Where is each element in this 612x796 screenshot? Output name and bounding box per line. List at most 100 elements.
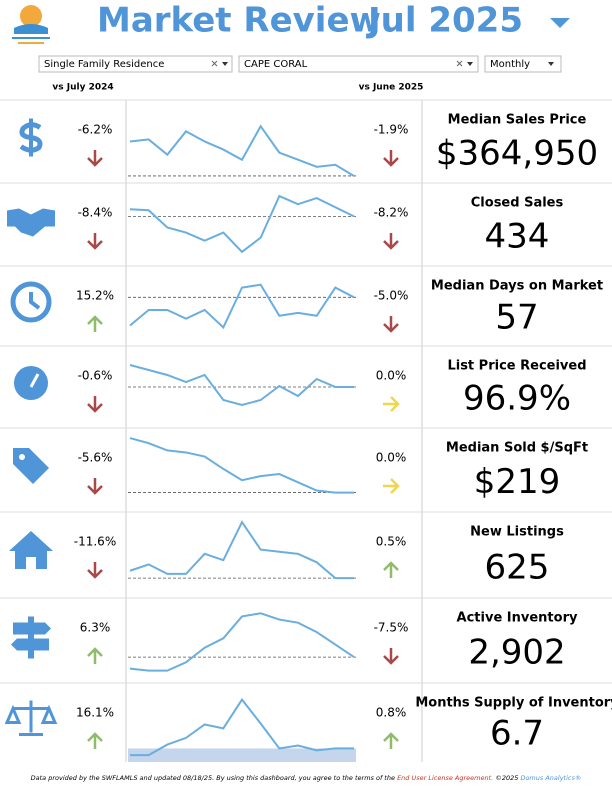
metric-label: Median Days on Market (431, 279, 603, 294)
icon-shape (29, 373, 40, 388)
column-label: vs July 2024 (52, 83, 113, 93)
metric-row: -11.6% 0.5% New Listings 625 (0, 511, 612, 587)
sparkline (129, 437, 354, 494)
metric-row: -6.2% -1.9% Median Sales Price $364,950 (0, 99, 612, 177)
icon (13, 448, 49, 484)
yoy-arrow (87, 478, 103, 495)
sparkline (130, 697, 354, 757)
mom-change: 0.8% (376, 706, 407, 720)
brand: Domus Analytics® (520, 774, 581, 782)
mom-arrow (383, 648, 399, 665)
metric-value: $364,950 (436, 133, 598, 173)
metric-row: -8.4% -8.2% Closed Sales 434 (0, 182, 612, 256)
yoy-change: 16.1% (76, 706, 114, 720)
title: Market Review (97, 1, 381, 41)
footer: Data provided by the SWFLAMLS and update… (31, 774, 582, 782)
license-link[interactable]: End User License Agreement. (397, 774, 493, 782)
footer-text: Data provided by the SWFLAMLS and update… (31, 774, 395, 782)
mom-arrow (383, 396, 400, 412)
metric-value: 434 (485, 216, 550, 256)
metric-value: 57 (495, 297, 538, 337)
filter-property[interactable]: Single Family Residence (38, 55, 233, 73)
filter-city[interactable]: CAPE CORAL (238, 55, 479, 73)
sparkline (129, 520, 354, 580)
icon (9, 531, 53, 569)
mom-change: 0.0% (376, 369, 407, 383)
metric-label: New Listings (470, 525, 564, 540)
metric-value: $219 (474, 462, 561, 502)
yoy-arrow (87, 562, 103, 579)
yoy-change: 15.2% (76, 289, 114, 303)
icon-shape (9, 531, 53, 569)
icon-shape (28, 616, 34, 659)
metric-value: 2,902 (468, 633, 565, 673)
yoy-change: -5.6% (78, 451, 113, 465)
yoy-arrow (87, 315, 103, 332)
period: Jul 2025 (366, 1, 523, 41)
filter-value: Monthly (490, 59, 530, 70)
filter-interval[interactable]: Monthly (484, 55, 562, 73)
mom-arrow (383, 732, 399, 749)
icon (7, 208, 55, 237)
yoy-arrow (87, 647, 103, 664)
yoy-arrow (87, 233, 103, 250)
yoy-change: -8.4% (78, 206, 113, 220)
icon (14, 366, 48, 400)
metric-value: 6.7 (490, 714, 544, 754)
icon-shape (7, 208, 55, 237)
metric-label: List Price Received (447, 359, 586, 374)
mom-arrow (383, 150, 399, 167)
metric-label: Median Sold $/SqFt (446, 441, 588, 456)
icon-shape (29, 292, 41, 310)
icon-shape (11, 622, 51, 651)
mom-change: -8.2% (374, 206, 409, 220)
reference-band (128, 748, 356, 762)
metric-value: 625 (485, 547, 550, 587)
mom-arrow (383, 233, 399, 250)
yoy-change: 6.3% (80, 621, 111, 635)
yoy-change: -0.6% (78, 369, 113, 383)
logo (12, 5, 50, 44)
icon-shape (4, 700, 58, 736)
icon-shape (14, 366, 48, 400)
yoy-arrow (87, 150, 103, 167)
sparkline (129, 283, 355, 330)
yoy-change: -11.6% (74, 535, 116, 549)
sparkline (129, 124, 355, 177)
icon-shape (19, 454, 25, 460)
icon (11, 616, 51, 659)
metric-value: 96.9% (463, 379, 571, 419)
filter-value: Single Family Residence (44, 59, 164, 70)
mom-change: 0.5% (376, 535, 407, 549)
icon (19, 118, 43, 157)
copyright: ©2025 (495, 774, 518, 782)
menu-toggle[interactable] (550, 18, 570, 28)
metric-label: Median Sales Price (448, 113, 587, 128)
icon-shape (10, 281, 52, 323)
sparkline (129, 194, 355, 254)
mom-arrow (383, 316, 399, 333)
sparkline (129, 612, 355, 672)
metric-row: 15.2% -5.0% Median Days on Market 57 (0, 265, 612, 337)
mom-change: 0.0% (376, 451, 407, 465)
mom-change: -1.9% (374, 123, 409, 137)
yoy-change: -6.2% (78, 123, 113, 137)
metric-label: Months Supply of Inventory (415, 696, 612, 711)
yoy-arrow (87, 396, 103, 413)
column-label: vs June 2025 (359, 83, 424, 93)
mom-change: -7.5% (374, 621, 409, 635)
metric-row: -0.6% 0.0% List Price Received 96.9% (0, 345, 612, 419)
icon (10, 281, 52, 323)
yoy-arrow (87, 732, 103, 749)
mom-arrow (383, 478, 400, 494)
metric-label: Active Inventory (457, 611, 578, 626)
metric-label: Closed Sales (471, 196, 564, 211)
metric-row: 16.1% 0.8% Months Supply of Inventory 6.7 (0, 682, 612, 762)
mom-arrow (383, 561, 399, 578)
mom-change: -5.0% (374, 289, 409, 303)
filter-value: CAPE CORAL (244, 59, 308, 70)
sparkline (129, 364, 354, 407)
icon (4, 700, 58, 736)
